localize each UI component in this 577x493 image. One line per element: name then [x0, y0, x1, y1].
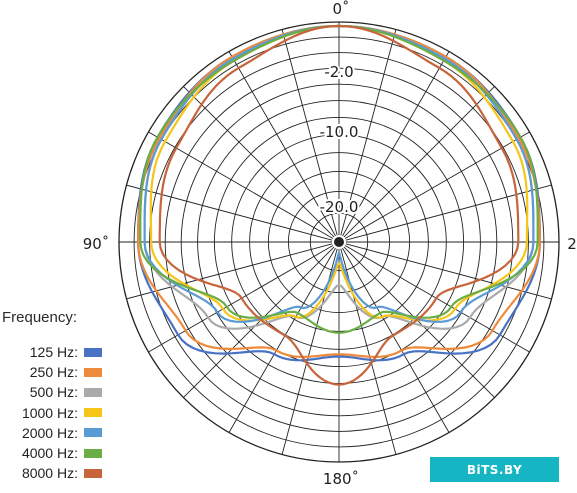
legend-label: 1000 Hz:	[21, 404, 78, 421]
grid-spoke	[345, 243, 552, 300]
watermark-text: BiTS.BY	[466, 462, 523, 477]
angle-label: 0˚	[332, 0, 349, 18]
grid-spoke	[344, 245, 530, 353]
grid-spoke	[228, 247, 336, 433]
ring-label: -2.0	[324, 63, 353, 81]
legend: Frequency: 125 Hz: 250 Hz: 500 Hz: 1000 Hz:…	[0, 309, 110, 483]
ring-label: -10.0	[320, 123, 359, 141]
grid-spoke	[345, 184, 552, 241]
grid-spoke	[126, 243, 333, 300]
polar-center-dot	[334, 237, 344, 247]
legend-label: 8000 Hz:	[21, 465, 78, 482]
polar-grid	[118, 21, 560, 463]
legend-swatch	[84, 428, 102, 438]
legend-item: 125 Hz:	[0, 342, 102, 362]
legend-swatch	[84, 408, 102, 418]
legend-title: Frequency:	[2, 309, 78, 326]
legend-label: 4000 Hz:	[21, 445, 78, 462]
legend-swatch	[84, 448, 102, 458]
ring-label: -20.0	[320, 198, 359, 216]
legend-label: 250 Hz:	[29, 364, 78, 381]
polar-labels: 0˚ 90˚ 180˚ 2 -2.0 -10.0 -20.0	[83, 0, 577, 488]
legend-swatch	[84, 347, 102, 357]
watermark-logo: BiTS.BY	[430, 457, 559, 482]
legend-item: 500 Hz:	[0, 382, 102, 402]
grid-spoke	[183, 86, 335, 238]
angle-label: 2	[567, 235, 577, 253]
polar-curves	[137, 24, 541, 386]
series-curve-4000hz	[139, 24, 539, 334]
series-curve-2000hz	[143, 24, 535, 323]
grid-spoke	[148, 245, 334, 353]
grid-spoke	[342, 247, 450, 433]
grid-spoke	[126, 184, 333, 241]
legend-label: 2000 Hz:	[21, 424, 78, 441]
grid-spoke	[342, 51, 450, 237]
legend-item: 250 Hz:	[0, 362, 102, 382]
grid-spoke	[343, 86, 495, 238]
grid-spoke	[228, 51, 336, 237]
grid-spoke	[148, 131, 334, 239]
legend-item: 4000 Hz:	[0, 443, 102, 463]
legend-item: 8000 Hz:	[0, 463, 102, 483]
legend-item: 2000 Hz:	[0, 423, 102, 443]
grid-spoke	[281, 29, 338, 236]
legend-label: 500 Hz:	[29, 384, 78, 401]
legend-swatch	[84, 468, 102, 478]
grid-spoke	[343, 246, 495, 398]
legend-label: 125 Hz:	[29, 344, 78, 361]
series-curve-250hz	[137, 24, 541, 358]
angle-label: 90˚	[83, 235, 110, 253]
legend-swatch	[84, 387, 102, 397]
series-curve-8000hz	[158, 24, 520, 386]
legend-swatch	[84, 367, 102, 377]
series-curve-1000hz	[149, 24, 529, 322]
grid-spoke	[340, 29, 397, 236]
angle-label: 180˚	[323, 470, 359, 488]
grid-spoke	[344, 131, 530, 239]
legend-item: 1000 Hz:	[0, 403, 102, 423]
grid-spoke	[183, 246, 335, 398]
